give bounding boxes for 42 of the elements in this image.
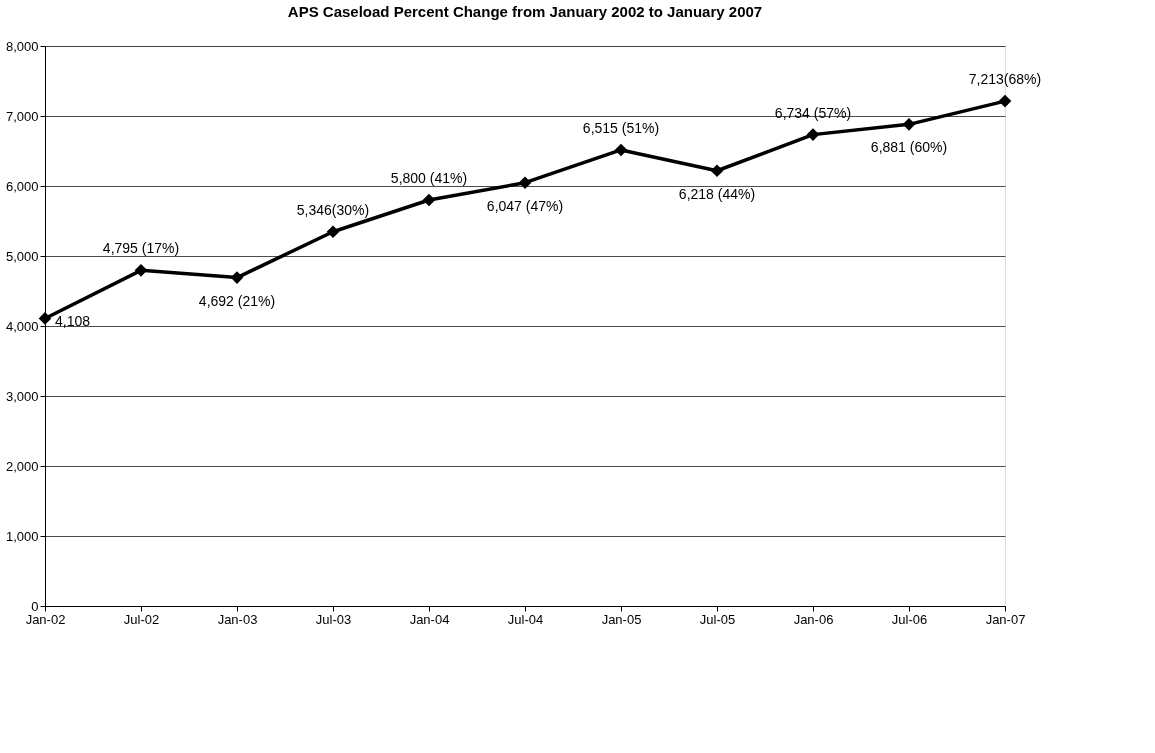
data-label: 6,881 (60%)	[870, 139, 948, 156]
point	[710, 164, 724, 178]
point	[614, 143, 628, 157]
point	[38, 312, 52, 325]
point	[326, 225, 340, 239]
y-tick-label: 1,000	[5, 528, 39, 544]
data-label: 4,795 (17%)	[102, 240, 180, 257]
x-tick-label: Jul-02	[123, 611, 160, 627]
x-tick-label: Jul-03	[315, 611, 352, 627]
y-tick-label: 6,000	[5, 178, 39, 194]
x-tick-label: Jan-02	[25, 611, 66, 627]
y-tick-label: 4,000	[5, 318, 39, 334]
point	[902, 118, 916, 131]
y-tick-label: 5,000	[5, 248, 39, 264]
point	[134, 264, 148, 277]
point	[518, 176, 532, 190]
y-tick-label: 8,000	[5, 38, 39, 54]
x-tick-label: Jan-07	[985, 611, 1026, 627]
data-label: 4,692 (21%)	[198, 292, 276, 309]
data-label: 7,213(68%)	[968, 71, 1042, 88]
point	[806, 128, 820, 141]
x-tick-label: Jan-03	[217, 611, 258, 627]
point	[230, 271, 244, 284]
data-label: 5,346(30%)	[296, 201, 370, 218]
point	[422, 193, 436, 207]
x-tick-label: Jul-04	[507, 611, 544, 627]
x-tick-label: Jan-04	[409, 611, 450, 627]
y-tick-label: 0	[31, 598, 39, 614]
y-tick-label: 7,000	[5, 108, 39, 124]
data-label: 6,047 (47%)	[486, 197, 564, 214]
y-tick-label: 2,000	[5, 458, 39, 474]
x-tick-label: Jan-05	[601, 611, 642, 627]
data-label: 6,218 (44%)	[678, 185, 756, 202]
x-tick-label: Jan-06	[793, 611, 834, 627]
chart-title: APS Caseload Percent Change from January 2002 to January 2007	[287, 3, 763, 20]
data-label: 5,800 (41%)	[390, 170, 468, 186]
data-label: 4,108	[55, 313, 91, 330]
x-tick-label: Jul-05	[699, 611, 736, 627]
data-label: 6,515 (51%)	[582, 119, 660, 136]
point	[998, 94, 1012, 108]
x-tick-label: Jul-06	[891, 611, 928, 627]
y-tick-label: 3,000	[5, 388, 39, 404]
